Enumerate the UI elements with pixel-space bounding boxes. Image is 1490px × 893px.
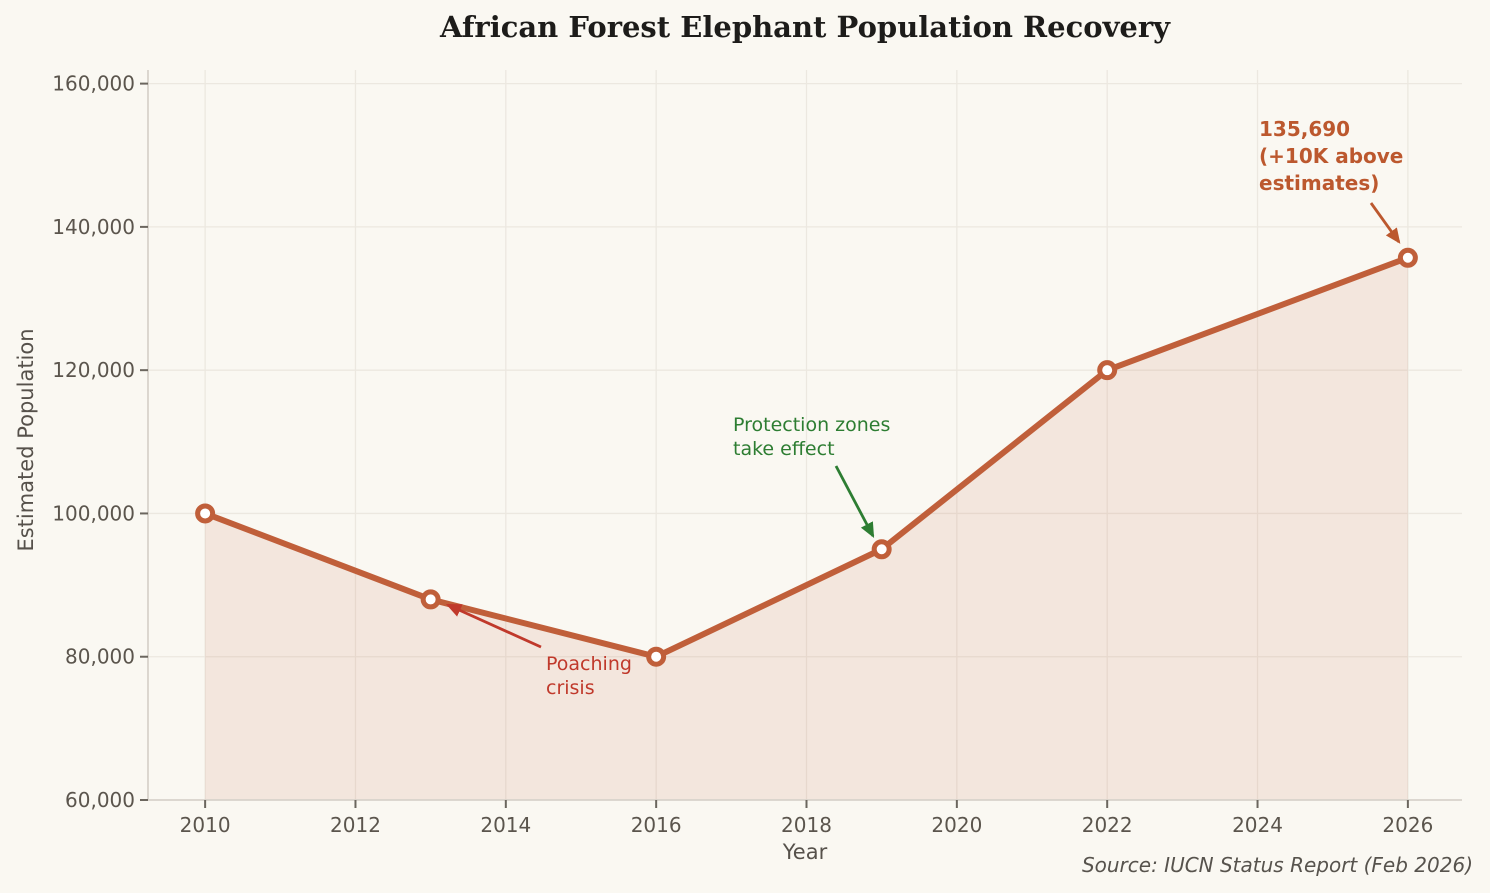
record-value-callout-arrow — [1369, 202, 1401, 244]
data-point-2013 — [420, 589, 441, 610]
poaching-crisis-callout-text: Poaching crisis — [546, 653, 632, 699]
population-area — [205, 257, 1408, 800]
x-tick-label: 2016 — [631, 813, 682, 837]
population-line — [202, 254, 1411, 660]
y-tick-label: 160,000 — [52, 72, 135, 96]
data-point-2016 — [646, 646, 667, 667]
x-tick-label: 2010 — [180, 813, 231, 837]
protection-zones-callout-line: Protection zones — [733, 414, 890, 436]
y-axis-title: Estimated Population — [14, 328, 38, 552]
x-tick-label: 2022 — [1082, 813, 1133, 837]
chart-title: African Forest Elephant Population Recov… — [439, 10, 1171, 44]
y-tick-label: 100,000 — [52, 501, 135, 525]
poaching-crisis-callout-arrow — [445, 603, 542, 649]
record-value-callout-line: estimates) — [1259, 171, 1379, 195]
record-value-callout-line: 135,690 — [1259, 117, 1350, 141]
data-point-2026 — [1397, 247, 1418, 268]
x-tick-label: 2014 — [480, 813, 531, 837]
x-tick-label: 2024 — [1232, 813, 1283, 837]
x-tick-label: 2018 — [781, 813, 832, 837]
x-tick-label: 2012 — [330, 813, 381, 837]
source-note: Source: IUCN Status Report (Feb 2026) — [1081, 853, 1473, 877]
x-tick-label: 2026 — [1382, 813, 1433, 837]
protection-zones-callout-text: Protection zones take effect — [733, 414, 890, 460]
data-point-2019 — [871, 539, 892, 560]
y-tick-label: 140,000 — [52, 215, 135, 239]
y-tick-label: 120,000 — [52, 358, 135, 382]
protection-zones-callout-line: take effect — [733, 438, 835, 460]
poaching-crisis-callout-line: crisis — [546, 677, 595, 699]
y-tick-label: 80,000 — [65, 645, 135, 669]
poaching-crisis-callout-line: Poaching — [546, 653, 632, 675]
data-point-2010 — [195, 503, 216, 524]
x-tick-label: 2020 — [931, 813, 982, 837]
y-tick-label: 60,000 — [65, 788, 135, 812]
x-axis-title: Year — [782, 840, 828, 864]
data-point-2022 — [1097, 360, 1118, 381]
record-value-callout-line: (+10K above — [1259, 144, 1403, 168]
protection-zones-callout-arrow — [834, 465, 875, 539]
record-value-callout-text: 135,690 (+10K above estimates) — [1259, 117, 1403, 195]
